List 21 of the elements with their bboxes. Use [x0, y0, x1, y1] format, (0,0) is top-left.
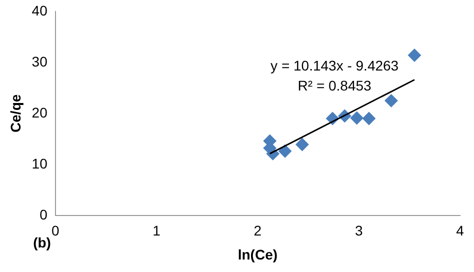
x-tick-label: 2: [254, 222, 262, 239]
annotation: y = 10.143x - 9.4263: [270, 57, 399, 74]
y-axis-title: Ce/qe: [7, 94, 24, 132]
y-tick-label: 20: [32, 104, 48, 120]
y-tick-label: 40: [32, 2, 48, 18]
y-tick-label: 0: [40, 206, 48, 222]
y-tick-label: 10: [32, 155, 48, 172]
point: [362, 112, 376, 125]
text: (b): [33, 234, 51, 250]
point: [350, 111, 364, 124]
point: [296, 138, 309, 152]
x-axis-title: ln(Ce): [238, 246, 278, 262]
point: [408, 48, 421, 62]
point: [384, 94, 398, 108]
x-tick-label: 1: [152, 222, 161, 239]
annotation: R² = 0.8453: [298, 78, 372, 94]
y-tick-label: 30: [32, 53, 48, 70]
point: [278, 144, 292, 158]
x-tick-label: 3: [354, 222, 363, 239]
x-tick-label: 0: [51, 222, 60, 239]
x-tick-label: 4: [456, 222, 464, 239]
